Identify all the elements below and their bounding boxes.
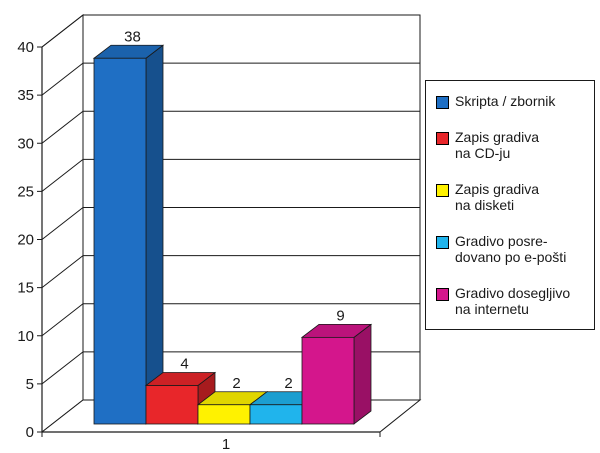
gridline-side <box>41 351 84 385</box>
legend-label: Gradivo posre- dovano po e-pošti <box>455 233 567 265</box>
legend-item: Zapis gradiva na disketi <box>436 181 539 213</box>
legend-item: Gradivo dosegljivo na internetu <box>436 285 570 317</box>
y-tick-label: 10 <box>17 328 34 345</box>
bar <box>92 44 165 425</box>
gridline-side <box>41 14 84 48</box>
legend-item: Zapis gradiva na CD-ju <box>436 129 539 161</box>
y-tick-label: 40 <box>17 39 34 56</box>
y-tick-label: 30 <box>17 135 34 152</box>
data-label: 2 <box>232 375 240 392</box>
data-label: 4 <box>180 356 188 373</box>
y-tick-label: 20 <box>17 232 34 249</box>
bar-side <box>145 44 164 425</box>
data-label: 9 <box>336 307 344 324</box>
legend-label: Zapis gradiva na disketi <box>455 181 540 213</box>
data-label: 2 <box>284 375 292 392</box>
y-axis-ticks: 0 5 10 15 20 25 30 35 40 <box>17 39 42 441</box>
gridline-side <box>41 110 84 144</box>
x-tick-label: 1 <box>222 436 230 453</box>
gridline-side <box>41 255 84 289</box>
legend-item: Skripta / zbornik <box>436 93 555 109</box>
bar <box>196 390 269 425</box>
y-tick-label: 25 <box>17 183 34 200</box>
bar <box>300 323 373 425</box>
legend-label: Zapis gradiva na CD-ju <box>455 129 540 161</box>
gridline-side <box>41 303 84 337</box>
bar-side <box>353 323 372 425</box>
data-label: 38 <box>124 28 141 45</box>
gridline-side <box>41 62 84 96</box>
legend-item: Gradivo posre- dovano po e-pošti <box>436 233 566 265</box>
bar-front <box>301 336 355 425</box>
legend-label: Gradivo dosegljivo na internetu <box>455 285 571 317</box>
legend-swatch <box>436 184 449 197</box>
bar-front <box>249 404 303 425</box>
data-labels: 38 4 2 2 9 <box>124 28 345 392</box>
bars <box>92 44 373 425</box>
legend-label: Skripta / zbornik <box>455 93 556 109</box>
gridline-side <box>41 207 84 240</box>
bar-front <box>145 385 199 425</box>
legend-swatch <box>436 236 449 249</box>
bar-front <box>197 404 251 425</box>
x-axis-ticks: 1 <box>41 432 381 453</box>
y-tick-label: 5 <box>26 376 34 393</box>
bar <box>144 371 217 425</box>
legend: Skripta / zbornik Zapis gradiva na CD-ju Z… <box>425 80 595 330</box>
y-tick-label: 15 <box>17 280 34 297</box>
gridline-side <box>41 158 84 192</box>
y-tick-label: 35 <box>17 87 34 104</box>
legend-swatch <box>436 96 449 109</box>
legend-swatch <box>436 132 449 145</box>
legend-swatch <box>436 288 449 301</box>
y-tick-label: 0 <box>26 424 34 441</box>
bar-front <box>93 57 147 425</box>
